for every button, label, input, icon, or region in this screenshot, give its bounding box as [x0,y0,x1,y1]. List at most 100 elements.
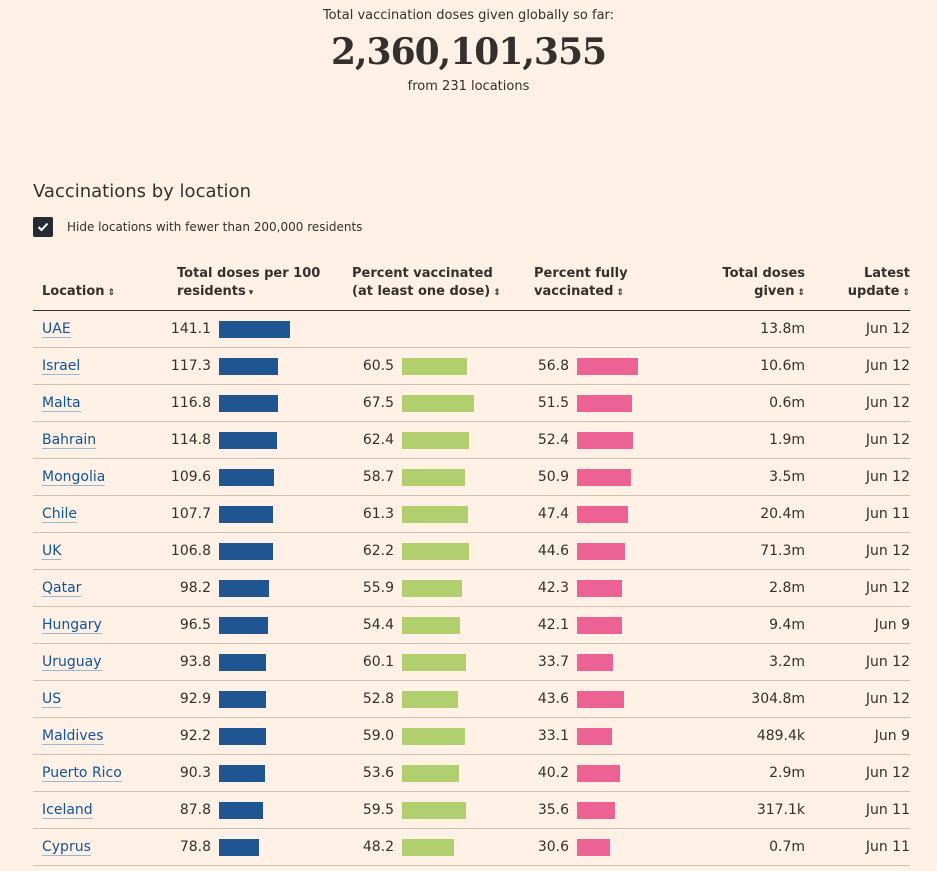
pct-fully-cell [517,310,687,348]
latest-update-cell: Jun 12 [805,643,910,681]
col-header-latest-update[interactable]: Latest update ⇕ [805,265,910,311]
col-header-doses-per-100[interactable]: Total doses per 100 residents ▾ [167,265,342,311]
location-link[interactable]: UAE [42,321,71,338]
pct-one-dose-bar [402,801,466,819]
pct-fully-cell: 44.6 [517,532,687,570]
total-doses-cell: 2.9m [687,754,805,792]
doses-per-100-bar [219,616,268,634]
section-title: Vaccinations by location [33,181,251,202]
sort-updown-icon: ⇕ [107,288,116,298]
location-link[interactable]: Cyprus [42,839,91,856]
doses-per-100-bar [219,468,275,486]
doses-per-100-cell: 117.3 [167,347,342,385]
location-cell: Chile [33,495,167,533]
location-cell: Mongolia [33,458,167,496]
vaccinations-table: Location ⇕ Total doses per 100 residents ▾… [33,265,910,866]
doses-per-100-cell: 87.8 [167,791,342,829]
location-link[interactable]: US [42,691,62,708]
latest-update-cell: Jun 9 [805,717,910,755]
location-cell: Uruguay [33,643,167,681]
pct-fully-bar [577,653,614,671]
global-doses-label: Total vaccination doses given globally s… [322,8,615,23]
doses-per-100-bar [219,431,277,449]
pct-fully-bar [577,394,633,412]
pct-one-dose-bar [402,357,467,375]
pct-one-dose-cell: 60.5 [342,347,517,385]
pct-fully-bar [577,764,620,782]
pct-one-dose-bar [402,838,454,856]
doses-per-100-value: 93.8 [179,654,211,670]
col-header-pct-one-dose[interactable]: Percent vaccinated (at least one dose) ⇕ [342,265,517,311]
doses-per-100-value: 98.2 [179,580,211,596]
pct-fully-value: 42.3 [537,580,569,596]
doses-per-100-cell: 96.5 [167,606,342,644]
latest-update-cell: Jun 11 [805,791,910,829]
latest-update-cell: Jun 12 [805,569,910,607]
pct-one-dose-value: 52.8 [362,691,394,707]
pct-fully-cell: 47.4 [517,495,687,533]
pct-fully-cell: 33.7 [517,643,687,681]
total-doses-cell: 1.9m [687,421,805,459]
location-link[interactable]: Malta [42,395,81,412]
hide-small-locations-row: Hide locations with fewer than 200,000 r… [33,217,362,237]
doses-per-100-bar [219,653,267,671]
location-cell: Iceland [33,791,167,829]
pct-fully-bar [577,579,623,597]
doses-per-100-bar [219,801,264,819]
pct-fully-cell: 42.1 [517,606,687,644]
doses-per-100-bar [219,727,266,745]
doses-per-100-bar [219,690,266,708]
latest-update-cell: Jun 12 [805,421,910,459]
latest-update-cell: Jun 12 [805,680,910,718]
pct-one-dose-cell: 60.1 [342,643,517,681]
pct-fully-value: 33.1 [537,728,569,744]
col-header-pct-one-dose-label: Percent vaccinated (at least one dose) [352,266,493,299]
hide-small-locations-checkbox[interactable] [33,217,53,237]
sort-descending-icon: ▾ [248,288,254,298]
table-row: Qatar 98.2 55.9 42.3 2.8m Jun 12 [33,569,910,607]
col-header-total-doses[interactable]: Total doses given ⇕ [687,265,805,311]
table-header-row: Location ⇕ Total doses per 100 residents ▾… [33,265,910,311]
location-link[interactable]: Mongolia [42,469,106,486]
location-link[interactable]: Iceland [42,802,93,819]
pct-one-dose-value: 48.2 [362,839,394,855]
latest-update-cell: Jun 12 [805,458,910,496]
pct-fully-value: 40.2 [537,765,569,781]
doses-per-100-cell: 107.7 [167,495,342,533]
doses-per-100-cell: 78.8 [167,828,342,866]
pct-fully-value: 47.4 [537,506,569,522]
pct-one-dose-bar [402,727,466,745]
location-link[interactable]: UK [42,543,62,560]
latest-update-cell: Jun 12 [805,347,910,385]
doses-per-100-bar [219,579,269,597]
pct-one-dose-cell: 53.6 [342,754,517,792]
doses-per-100-bar [219,320,291,338]
pct-one-dose-value: 62.4 [362,432,394,448]
location-link[interactable]: Uruguay [42,654,102,671]
latest-update-cell: Jun 11 [805,828,910,866]
pct-fully-value: 51.5 [537,395,569,411]
latest-update-cell: Jun 12 [805,532,910,570]
latest-update-cell: Jun 12 [805,310,910,348]
col-header-location[interactable]: Location ⇕ [33,265,167,311]
col-header-pct-fully[interactable]: Percent fully vaccinated ⇕ [517,265,687,311]
doses-per-100-value: 109.6 [170,469,211,485]
location-link[interactable]: Qatar [42,580,82,597]
pct-fully-value: 52.4 [537,432,569,448]
pct-fully-value: 30.6 [537,839,569,855]
total-doses-cell: 13.8m [687,310,805,348]
location-link[interactable]: Maldives [42,728,104,745]
pct-one-dose-bar [402,505,468,523]
pct-fully-cell: 40.2 [517,754,687,792]
location-link[interactable]: Chile [42,506,78,523]
location-link[interactable]: Bahrain [42,432,97,449]
pct-fully-bar [577,727,613,745]
pct-one-dose-cell: 48.2 [342,828,517,866]
pct-fully-cell: 33.1 [517,717,687,755]
location-link[interactable]: Hungary [42,617,102,634]
pct-one-dose-value: 53.6 [362,765,394,781]
location-link[interactable]: Israel [42,358,81,375]
doses-per-100-cell: 114.8 [167,421,342,459]
location-link[interactable]: Puerto Rico [42,765,122,782]
location-cell: Malta [33,384,167,422]
